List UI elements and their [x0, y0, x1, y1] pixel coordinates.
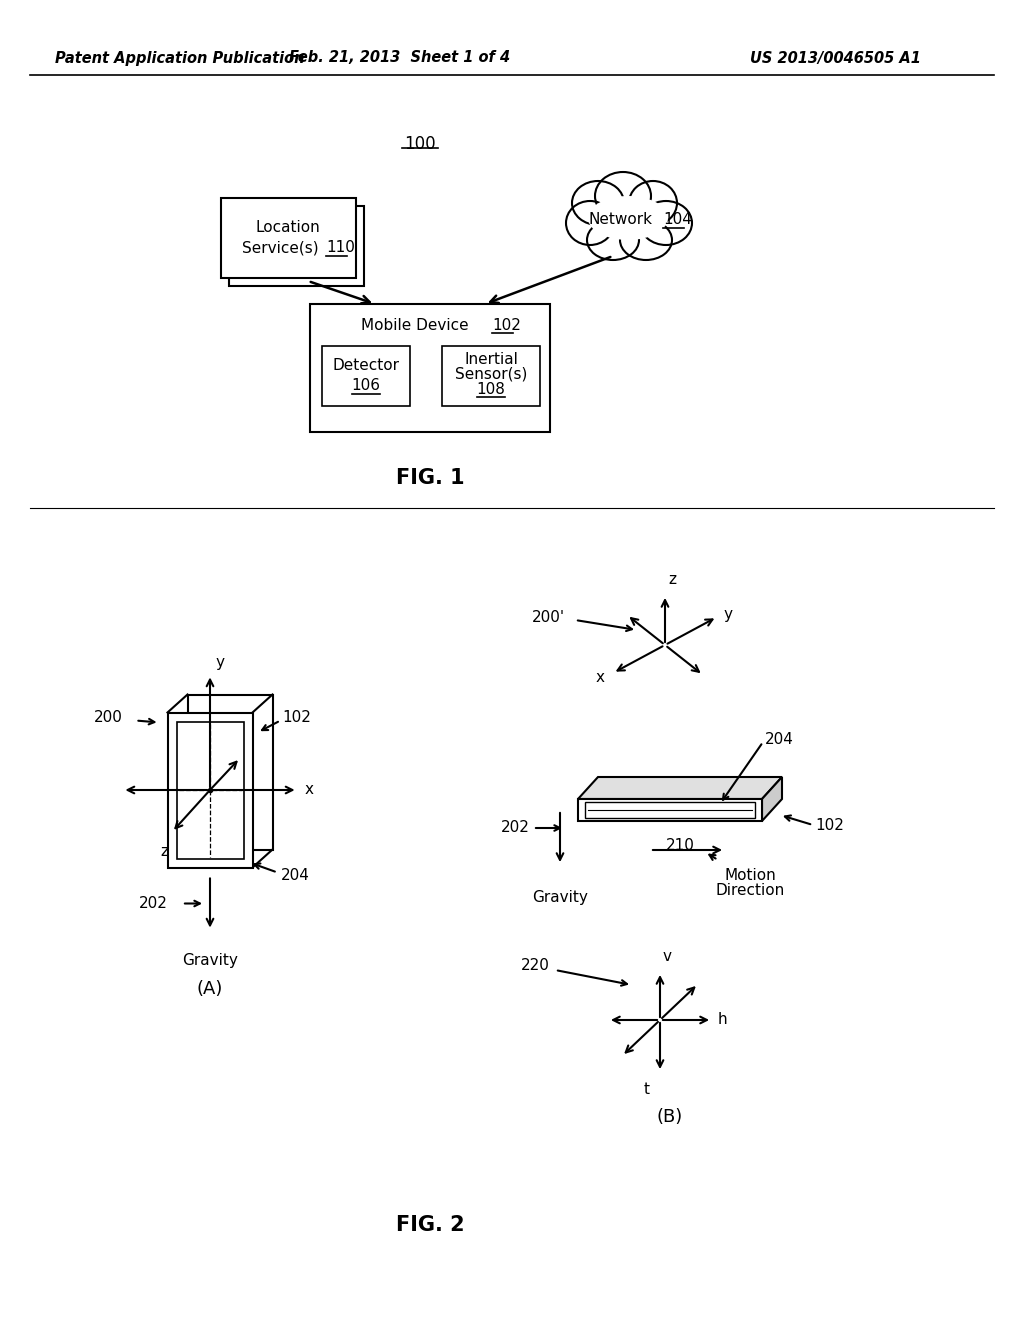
Text: Inertial: Inertial: [464, 352, 518, 367]
Text: 110: 110: [326, 240, 355, 256]
Polygon shape: [762, 777, 782, 821]
Bar: [228, 206, 364, 286]
Bar: [168, 713, 253, 867]
Bar: [310, 304, 550, 432]
Ellipse shape: [587, 220, 639, 260]
Ellipse shape: [588, 195, 668, 240]
Ellipse shape: [640, 201, 692, 246]
Text: Network: Network: [588, 213, 652, 227]
Text: Service(s): Service(s): [242, 240, 318, 256]
Ellipse shape: [566, 201, 614, 246]
Text: z: z: [668, 572, 676, 587]
Bar: [187, 694, 272, 850]
Text: v: v: [663, 949, 672, 964]
Text: 100: 100: [404, 135, 436, 153]
Bar: [220, 198, 355, 279]
Ellipse shape: [620, 220, 672, 260]
Text: Patent Application Publication: Patent Application Publication: [55, 50, 304, 66]
Polygon shape: [578, 799, 762, 821]
Text: 210: 210: [666, 838, 694, 853]
Text: 204: 204: [281, 869, 309, 883]
Text: (B): (B): [656, 1107, 683, 1126]
Text: 106: 106: [351, 379, 381, 393]
Ellipse shape: [629, 181, 677, 224]
Text: 104: 104: [663, 213, 692, 227]
Text: 220: 220: [521, 957, 550, 973]
Ellipse shape: [595, 172, 651, 220]
Text: Gravity: Gravity: [532, 890, 588, 906]
Ellipse shape: [572, 181, 624, 224]
Text: h: h: [718, 1012, 728, 1027]
Text: 202: 202: [139, 896, 168, 911]
Text: t: t: [644, 1082, 650, 1097]
Text: 108: 108: [476, 381, 506, 396]
Text: 202: 202: [501, 821, 530, 836]
Text: Motion: Motion: [724, 869, 776, 883]
Text: Location: Location: [256, 220, 321, 235]
Text: z: z: [160, 843, 168, 859]
Text: FIG. 1: FIG. 1: [395, 469, 464, 488]
Text: US 2013/0046505 A1: US 2013/0046505 A1: [750, 50, 921, 66]
Text: 200: 200: [93, 710, 123, 725]
Text: Feb. 21, 2013  Sheet 1 of 4: Feb. 21, 2013 Sheet 1 of 4: [290, 50, 511, 66]
Text: FIG. 2: FIG. 2: [395, 1214, 464, 1236]
Text: 102: 102: [283, 710, 311, 725]
Bar: [176, 722, 244, 858]
Text: y: y: [215, 656, 224, 671]
Text: 102: 102: [815, 817, 844, 833]
Text: x: x: [596, 669, 605, 685]
Text: y: y: [723, 607, 732, 623]
Text: x: x: [304, 783, 313, 797]
Text: 102: 102: [492, 318, 521, 333]
Polygon shape: [585, 803, 755, 818]
Text: Gravity: Gravity: [182, 953, 238, 969]
Text: 204: 204: [765, 733, 794, 747]
Text: (A): (A): [197, 981, 223, 998]
Text: Detector: Detector: [333, 359, 399, 374]
Text: Direction: Direction: [716, 883, 784, 898]
Bar: [322, 346, 410, 407]
Text: Mobile Device: Mobile Device: [361, 318, 469, 333]
Text: Sensor(s): Sensor(s): [455, 367, 527, 381]
Bar: [442, 346, 540, 407]
Polygon shape: [578, 777, 782, 799]
Text: 200': 200': [531, 610, 565, 624]
